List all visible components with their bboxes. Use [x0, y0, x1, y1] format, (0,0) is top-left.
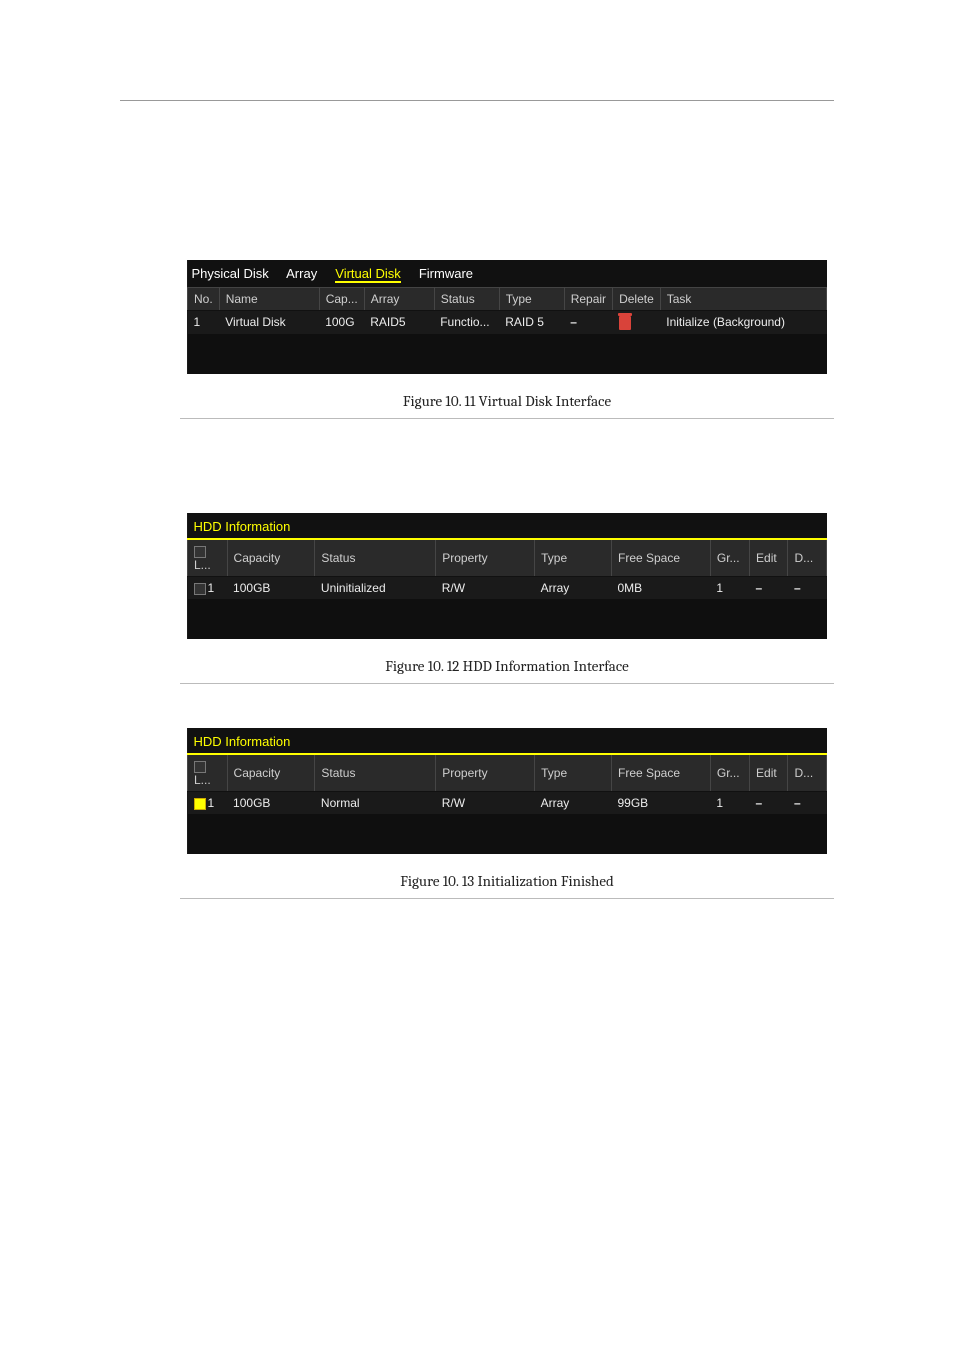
hdd-info-table-1: HDD Information L... Capacity Status Pro… — [187, 513, 827, 639]
col-status: Status — [315, 539, 436, 577]
cell-type: Array — [535, 791, 612, 814]
cell-status: Functio... — [434, 311, 499, 334]
col-task: Task — [660, 288, 826, 311]
header-row: L... Capacity Status Property Type Free … — [188, 539, 827, 577]
col-status: Status — [434, 288, 499, 311]
tab-virtual-disk[interactable]: Virtual Disk — [335, 266, 401, 283]
figure3-caption: Figure 10. 13 Initialization Finished — [180, 872, 834, 890]
tab-row: Physical Disk Array Virtual Disk Firmwar… — [188, 260, 827, 288]
cell-status: Uninitialized — [315, 576, 436, 599]
col-free: Free Space — [612, 754, 711, 792]
cell-l: 1 — [188, 791, 228, 814]
col-repair: Repair — [564, 288, 612, 311]
cell-edit[interactable]: – — [750, 576, 788, 599]
col-name: Name — [219, 288, 319, 311]
cell-gr: 1 — [710, 576, 749, 599]
separator — [180, 683, 834, 684]
col-capacity: Capacity — [227, 539, 315, 577]
col-delete: Delete — [613, 288, 661, 311]
checkbox-icon[interactable] — [194, 583, 206, 595]
table-row[interactable]: 1 100GB Uninitialized R/W Array 0MB 1 – … — [188, 576, 827, 599]
col-array: Array — [364, 288, 434, 311]
cell-l: 1 — [188, 576, 228, 599]
col-edit: Edit — [750, 754, 788, 792]
cell-d[interactable]: – — [788, 791, 827, 814]
cell-type: RAID 5 — [499, 311, 564, 334]
cell-property: R/W — [436, 576, 535, 599]
checkbox-icon[interactable] — [194, 546, 206, 558]
cell-property: R/W — [436, 791, 535, 814]
cell-d[interactable]: – — [788, 576, 827, 599]
col-property: Property — [436, 539, 535, 577]
header-row: No. Name Cap... Array Status Type Repair… — [188, 288, 827, 311]
col-property: Property — [436, 754, 535, 792]
cell-capacity: 100GB — [227, 576, 315, 599]
col-type: Type — [535, 754, 612, 792]
cell-free: 99GB — [612, 791, 711, 814]
tab-physical-disk[interactable]: Physical Disk — [192, 266, 269, 281]
col-l: L... — [188, 539, 228, 577]
trash-icon[interactable] — [619, 316, 631, 330]
cell-delete[interactable] — [613, 311, 661, 334]
cell-status: Normal — [315, 791, 436, 814]
cell-no: 1 — [188, 311, 220, 334]
col-edit: Edit — [750, 539, 788, 577]
col-d: D... — [788, 539, 827, 577]
checkbox-icon[interactable] — [194, 798, 206, 810]
cell-edit[interactable]: – — [750, 791, 788, 814]
cell-task: Initialize (Background) — [660, 311, 826, 334]
col-type: Type — [535, 539, 612, 577]
cell-capacity: 100GB — [227, 791, 315, 814]
tab-firmware[interactable]: Firmware — [419, 266, 473, 281]
col-status: Status — [315, 754, 436, 792]
col-d: D... — [788, 754, 827, 792]
col-cap: Cap... — [319, 288, 364, 311]
cell-type: Array — [535, 576, 612, 599]
virtual-disk-table: Physical Disk Array Virtual Disk Firmwar… — [187, 260, 827, 374]
cell-cap: 100G — [319, 311, 364, 334]
col-l: L... — [188, 754, 228, 792]
col-free: Free Space — [612, 539, 711, 577]
figure2-caption: Figure 10. 12 HDD Information Interface — [180, 657, 834, 675]
checkbox-icon[interactable] — [194, 761, 206, 773]
tab-array[interactable]: Array — [286, 266, 317, 281]
cell-repair: – — [564, 311, 612, 334]
separator — [180, 418, 834, 419]
table-row[interactable]: 1 100GB Normal R/W Array 99GB 1 – – — [188, 791, 827, 814]
col-capacity: Capacity — [227, 754, 315, 792]
figure1-caption: Figure 10. 11 Virtual Disk Interface — [180, 392, 834, 410]
table-row[interactable]: 1 Virtual Disk 100G RAID5 Functio... RAI… — [188, 311, 827, 334]
hdd-info-table-2: HDD Information L... Capacity Status Pro… — [187, 728, 827, 854]
header-row: L... Capacity Status Property Type Free … — [188, 754, 827, 792]
cell-array: RAID5 — [364, 311, 434, 334]
cell-free: 0MB — [612, 576, 711, 599]
cell-gr: 1 — [710, 791, 749, 814]
col-gr: Gr... — [710, 754, 749, 792]
hdd-title: HDD Information — [194, 734, 291, 749]
separator — [180, 898, 834, 899]
col-type: Type — [499, 288, 564, 311]
col-gr: Gr... — [710, 539, 749, 577]
cell-name: Virtual Disk — [219, 311, 319, 334]
col-no: No. — [188, 288, 220, 311]
hdd-title: HDD Information — [194, 519, 291, 534]
